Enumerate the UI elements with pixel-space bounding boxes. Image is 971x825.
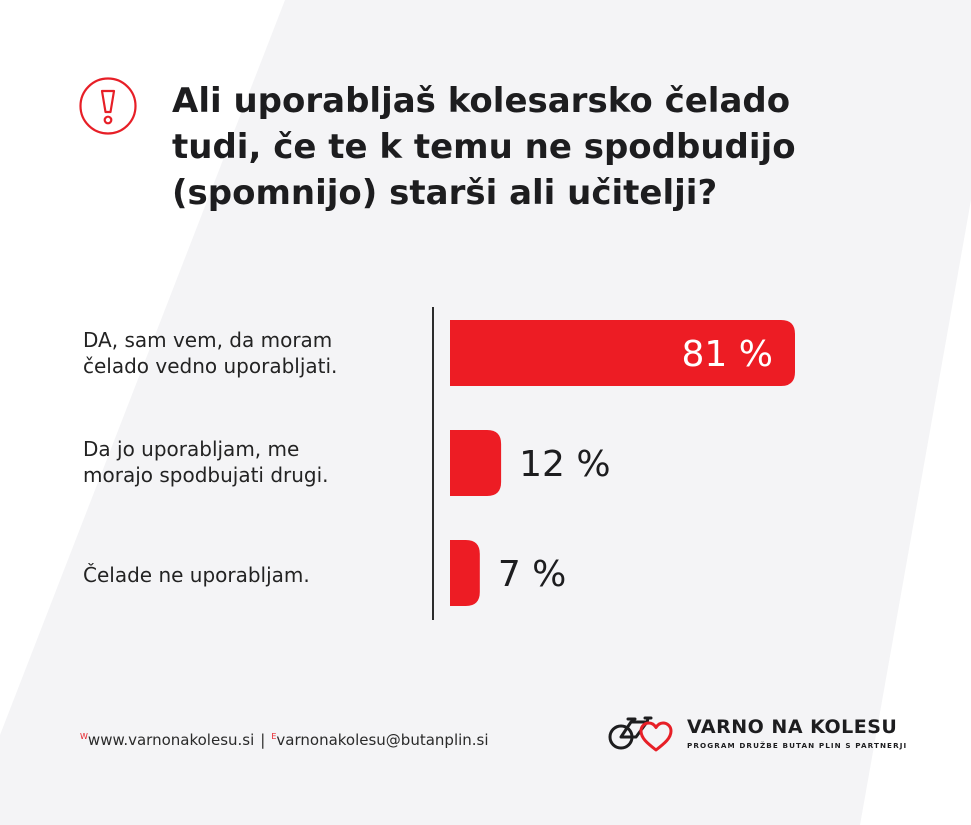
data-label-12: 12 % [519, 444, 610, 485]
question-line: Ali uporabljaš kolesarsko čelado [172, 81, 791, 121]
chart-axis-line [432, 307, 434, 620]
category-label-with-encouragement: Da jo uporabljam, me morajo spodbujati d… [83, 436, 413, 488]
exclamation-icon [79, 77, 137, 135]
website-link[interactable]: www.varnonakolesu.si [87, 731, 255, 749]
category-label-line: morajo spodbujati drugi. [83, 463, 329, 487]
data-label-81: 81 % [682, 334, 773, 375]
email-prefix: E [271, 732, 277, 741]
varno-na-kolesu-logo: VARNO NA KOLESU PROGRAM DRUŽBE BUTAN PLI… [607, 712, 907, 760]
footer-contact: Wwww.varnonakolesu.si | Evarnonakolesu@but… [80, 731, 489, 749]
bar-with-encouragement [450, 430, 502, 496]
category-label-line: čelado vedno uporabljati. [83, 354, 338, 378]
logo-tagline: PROGRAM DRUŽBE BUTAN PLIN S PARTNERJI [687, 741, 908, 750]
category-label-line: Čelade ne uporabljam. [83, 563, 310, 587]
category-label-no: Čelade ne uporabljam. [83, 562, 413, 588]
category-label-yes: DA, sam vem, da moram čelado vedno upora… [83, 327, 413, 379]
bar-yes [450, 320, 795, 386]
email-link[interactable]: varnonakolesu@butanplin.si [276, 731, 489, 749]
web-prefix: W [80, 732, 88, 741]
category-label-line: Da jo uporabljam, me [83, 437, 300, 461]
question-line: tudi, če te k temu ne spodbudijo [172, 127, 796, 167]
bicycle-heart-icon [608, 716, 673, 752]
category-label-line: DA, sam vem, da moram [83, 328, 333, 352]
question-line: (spomnijo) starši ali učitelji? [172, 173, 718, 213]
data-label-7: 7 % [498, 554, 567, 595]
question-title: Ali uporabljaš kolesarsko čelado tudi, č… [172, 78, 852, 216]
footer-separator: | [260, 731, 266, 749]
bar-no [450, 540, 480, 606]
logo-name: VARNO NA KOLESU [687, 716, 898, 738]
